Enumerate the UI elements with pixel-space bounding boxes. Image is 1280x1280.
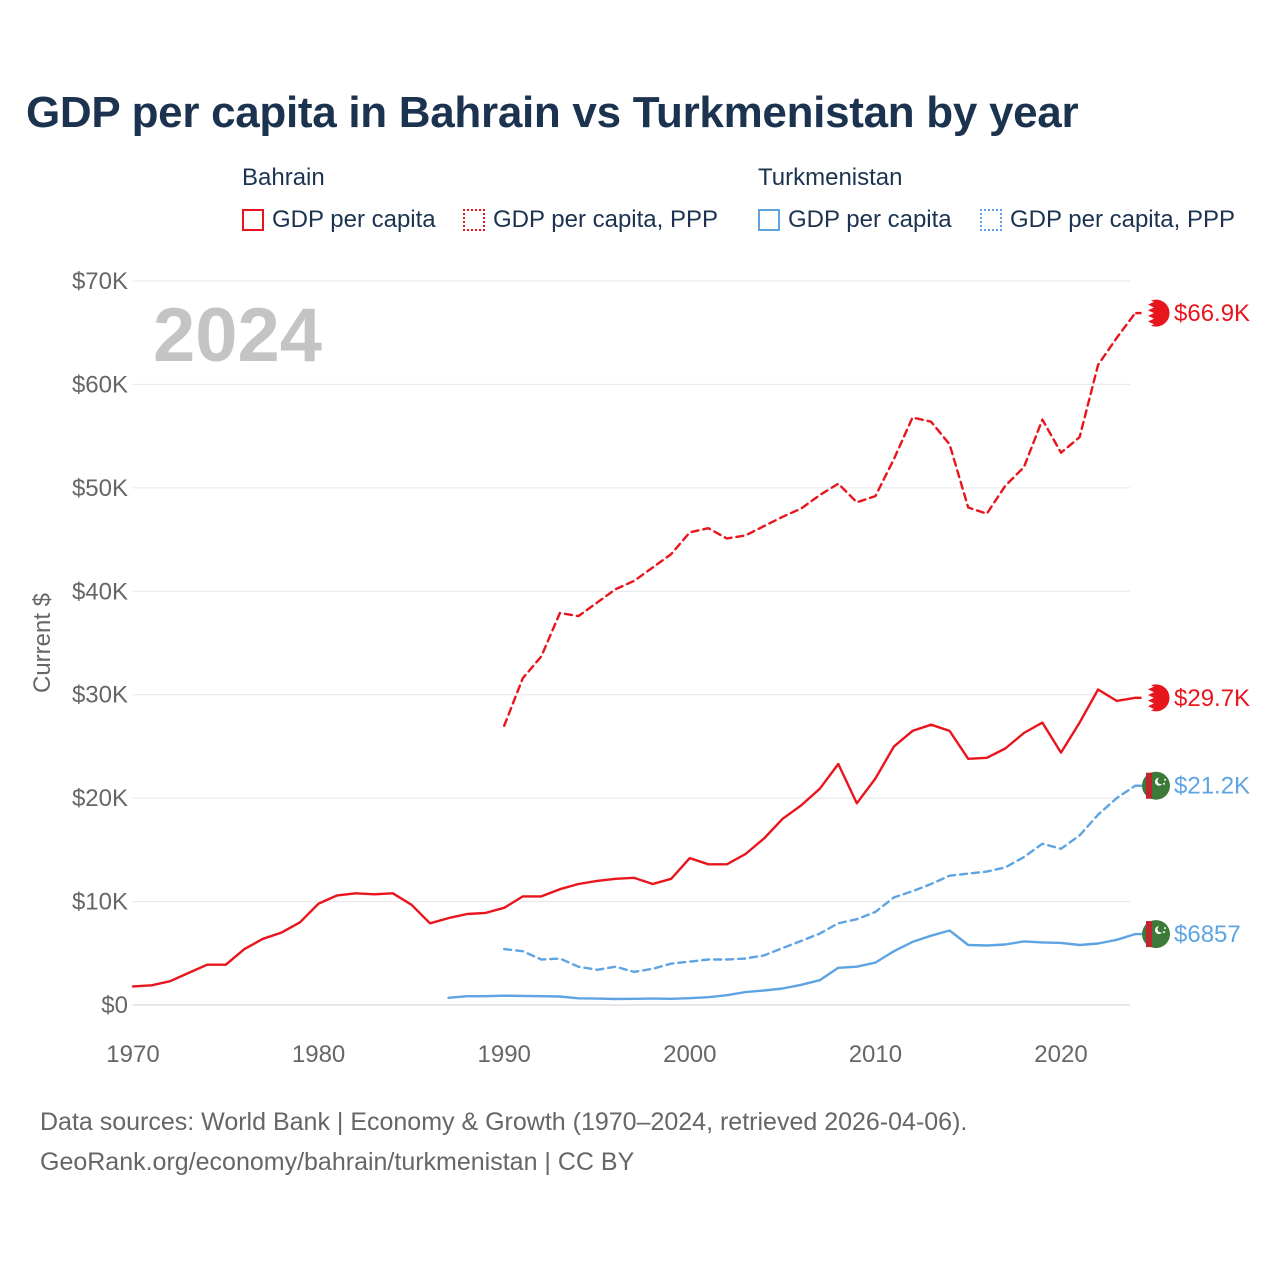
end-label-layer: $29.7K $66.9K $6857 $21.2K xyxy=(1141,298,1250,949)
series-end-label: $66.9K xyxy=(1174,300,1250,327)
legend-item-bahrain-ppp[interactable]: GDP per capita, PPP xyxy=(463,206,718,234)
legend-swatch-dotted-blue xyxy=(980,209,1002,231)
y-tick-label: $40K xyxy=(72,578,128,605)
legend-label: GDP per capita xyxy=(788,206,952,233)
series-line-turkmenistan-ppp[interactable] xyxy=(503,784,1137,974)
y-tick-label: $50K xyxy=(72,475,128,502)
y-tick-label: $70K xyxy=(72,268,128,295)
series-line-turkmenistan-gdp[interactable] xyxy=(447,929,1137,1001)
y-tick-label: $0 xyxy=(101,992,128,1019)
x-tick-label: 2010 xyxy=(849,1041,902,1068)
legend-swatch-solid-blue xyxy=(758,209,780,231)
bahrain-flag-icon xyxy=(1141,683,1171,713)
y-tick-label: $30K xyxy=(72,682,128,709)
legend-label: GDP per capita, PPP xyxy=(493,206,718,233)
series-line-bahrain-gdp[interactable] xyxy=(131,688,1137,988)
y-tick-label: $20K xyxy=(72,785,128,812)
legend-item-turkmenistan-gdp[interactable]: GDP per capita xyxy=(758,206,952,234)
series-layer xyxy=(131,311,1143,1001)
series-end-label: $6857 xyxy=(1174,921,1241,948)
source-line-1: Data sources: World Bank | Economy & Gro… xyxy=(40,1108,968,1136)
legend-label: GDP per capita xyxy=(272,206,436,233)
y-axis-title: Current $ xyxy=(29,593,56,693)
legend-turkmenistan-title: Turkmenistan xyxy=(758,164,903,191)
y-tick-label: $60K xyxy=(72,371,128,398)
year-watermark: 2024 xyxy=(153,293,323,378)
series-line-bahrain-ppp[interactable] xyxy=(503,311,1137,727)
x-tick-label: 2000 xyxy=(663,1041,716,1068)
axis-layer: $0 $10K $20K $30K $40K $50K $60K $70K 1970 1980 19… xyxy=(29,268,1088,1068)
turkmenistan-flag-icon xyxy=(1142,771,1170,800)
x-tick-label: 1980 xyxy=(292,1041,345,1068)
legend-bahrain-title: Bahrain xyxy=(242,164,325,191)
series-end-label: $29.7K xyxy=(1174,685,1250,712)
x-tick-label: 2020 xyxy=(1034,1041,1087,1068)
legend-item-turkmenistan-ppp[interactable]: GDP per capita, PPP xyxy=(980,206,1235,234)
legend-label: GDP per capita, PPP xyxy=(1010,206,1235,233)
bahrain-flag-icon xyxy=(1141,298,1171,328)
series-end-label: $21.2K xyxy=(1174,773,1250,800)
source-line-2[interactable]: GeoRank.org/economy/bahrain/turkmenistan… xyxy=(40,1148,635,1176)
legend-item-bahrain-gdp[interactable]: GDP per capita xyxy=(242,206,436,234)
y-tick-label: $10K xyxy=(72,889,128,916)
turkmenistan-flag-icon xyxy=(1142,920,1170,949)
chart-title: GDP per capita in Bahrain vs Turkmenista… xyxy=(26,88,1079,137)
grid-layer xyxy=(133,280,1130,1006)
legend-swatch-dotted-red xyxy=(463,209,485,231)
legend-swatch-solid-red xyxy=(242,209,264,231)
x-tick-label: 1970 xyxy=(106,1041,159,1068)
x-tick-label: 1990 xyxy=(478,1041,531,1068)
